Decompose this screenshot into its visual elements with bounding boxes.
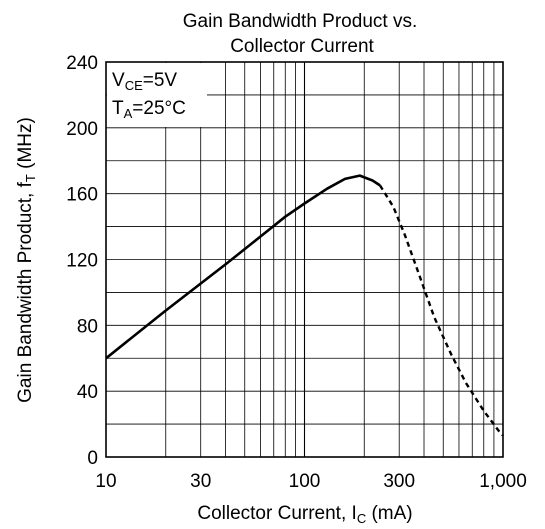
y-tick-label: 200	[66, 119, 98, 140]
x-tick-label: 100	[289, 471, 321, 492]
x-axis-label: Collector Current, IC (mA)	[197, 503, 412, 526]
plot-frame	[105, 61, 504, 458]
grid	[106, 62, 503, 457]
x-tick-label: 1,000	[479, 471, 527, 492]
tick-labels: 0 40 80 120 160 200 240 10 30 100 300 1,000	[66, 53, 526, 492]
annotation-vce: VCE=5V	[112, 70, 177, 93]
data-series	[105, 174, 504, 437]
chart-title-line1: Gain Bandwidth Product vs.	[183, 11, 417, 32]
series-line-solid	[105, 174, 381, 360]
y-tick-label: 160	[66, 185, 98, 206]
annotation-ta: TA=25°C	[112, 98, 186, 121]
y-tick-label: 0	[87, 448, 98, 469]
x-tick-label: 300	[383, 471, 415, 492]
annotation-box	[107, 63, 207, 127]
y-tick-label: 120	[66, 251, 98, 272]
y-tick-label: 80	[77, 316, 98, 337]
series-line-dashed	[378, 184, 504, 437]
x-tick-label: 10	[95, 471, 116, 492]
y-tick-label: 240	[66, 53, 98, 74]
x-tick-label: 30	[190, 471, 211, 492]
y-axis-label: Gain Bandwidth Product, fT (MHz)	[15, 117, 38, 403]
chart-title-line2: Collector Current	[230, 36, 374, 57]
y-tick-label: 40	[77, 382, 98, 403]
